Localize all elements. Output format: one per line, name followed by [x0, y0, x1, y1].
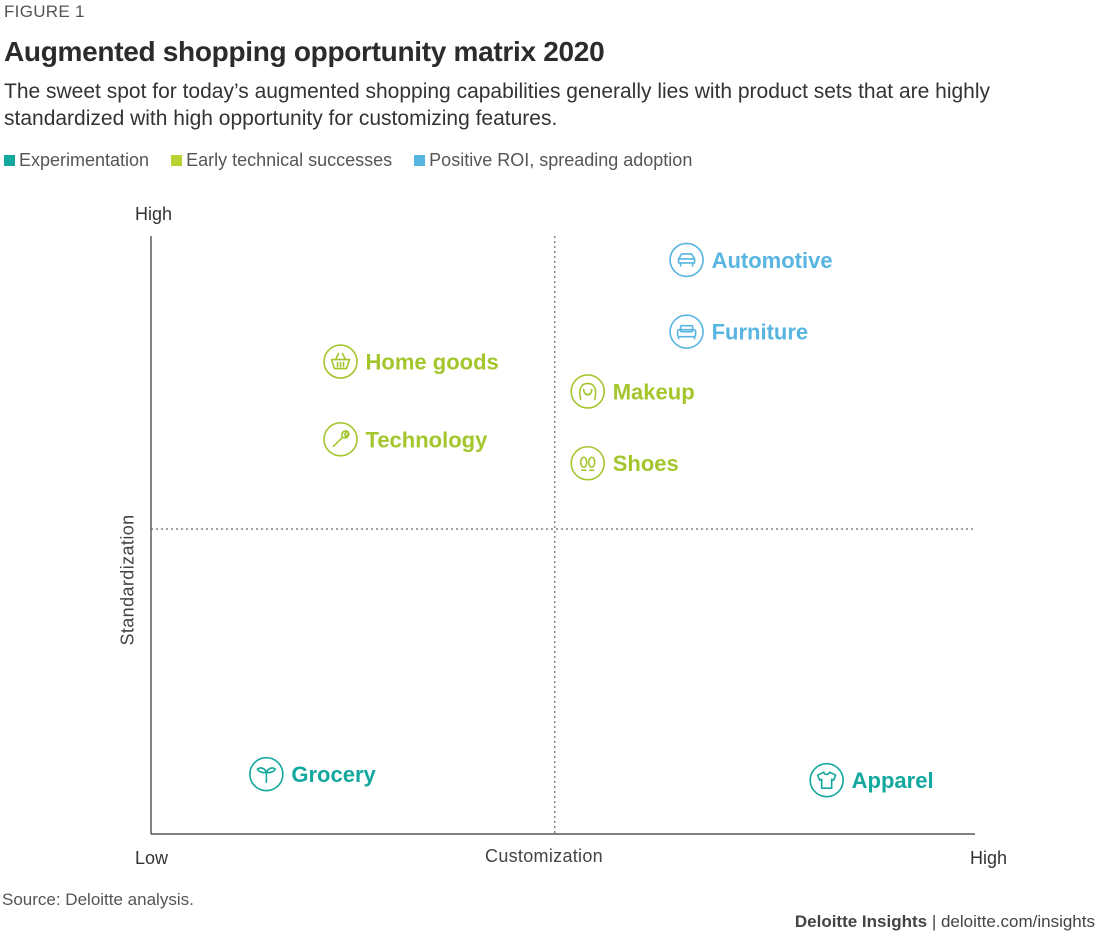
- legend-label: Positive ROI, spreading adoption: [429, 150, 693, 170]
- sprout-icon: [256, 767, 277, 784]
- point-marker-circle: [323, 344, 358, 379]
- point-label: Makeup: [613, 379, 695, 404]
- data-point: Shoes: [570, 445, 679, 481]
- sofa-icon: [676, 324, 697, 340]
- credit-site: deloitte.com/insights: [940, 912, 1095, 931]
- shirt-icon: [816, 771, 837, 789]
- point-label: Technology: [366, 427, 489, 452]
- data-point: Apparel: [809, 762, 934, 798]
- credit-separator: |: [927, 912, 941, 931]
- data-point: Technology: [323, 422, 489, 457]
- legend-item-experimentation: Experimentation: [4, 150, 149, 171]
- point-marker-circle: [570, 445, 606, 481]
- legend-item-positive: Positive ROI, spreading adoption: [414, 150, 692, 171]
- face-icon: [579, 382, 597, 401]
- chart-title: Augmented shopping opportunity matrix 20…: [4, 36, 605, 67]
- data-point: Makeup: [570, 374, 695, 409]
- point-label: Apparel: [852, 768, 934, 793]
- point-label: Furniture: [712, 320, 809, 345]
- basket-icon: [330, 352, 351, 370]
- point-label: Grocery: [291, 762, 376, 787]
- point-label: Home goods: [366, 350, 499, 375]
- figure-label: FIGURE 1: [4, 2, 85, 21]
- legend-label: Experimentation: [19, 150, 150, 170]
- credit: Deloitte Insights | deloitte.com/insight…: [795, 912, 1095, 932]
- y-axis-high-label: High: [135, 204, 173, 224]
- point-marker-circle: [570, 374, 606, 409]
- legend-swatch: [171, 155, 183, 166]
- x-axis-low-label: Low: [135, 848, 169, 868]
- data-point: Furniture: [669, 314, 809, 349]
- wrench-icon: [332, 430, 350, 448]
- data-points: Automotive Furniture Home goods Makeup Techn…: [249, 242, 934, 798]
- point-label: Shoes: [613, 451, 679, 476]
- x-axis-title: Customization: [485, 846, 603, 866]
- credit-brand: Deloitte Insights: [794, 912, 928, 931]
- legend-swatch: [4, 155, 15, 166]
- data-point: Grocery: [249, 756, 377, 792]
- point-label: Automotive: [712, 248, 833, 273]
- data-point: Automotive: [669, 242, 833, 278]
- footprints-icon: [579, 456, 596, 472]
- point-marker-circle: [669, 242, 704, 278]
- legend-swatch: [414, 155, 426, 166]
- chart-subtitle: The sweet spot for today’s augmented sho…: [4, 80, 991, 130]
- data-point: Home goods: [323, 344, 499, 379]
- legend: Experimentation Early technical successe…: [4, 150, 692, 171]
- x-axis-high-label: High: [970, 848, 1008, 868]
- car-icon: [677, 253, 696, 267]
- point-marker-circle: [809, 762, 844, 798]
- source-note: Source: Deloitte analysis.: [2, 890, 194, 909]
- legend-label: Early technical successes: [186, 150, 393, 170]
- legend-item-early: Early technical successes: [171, 150, 392, 171]
